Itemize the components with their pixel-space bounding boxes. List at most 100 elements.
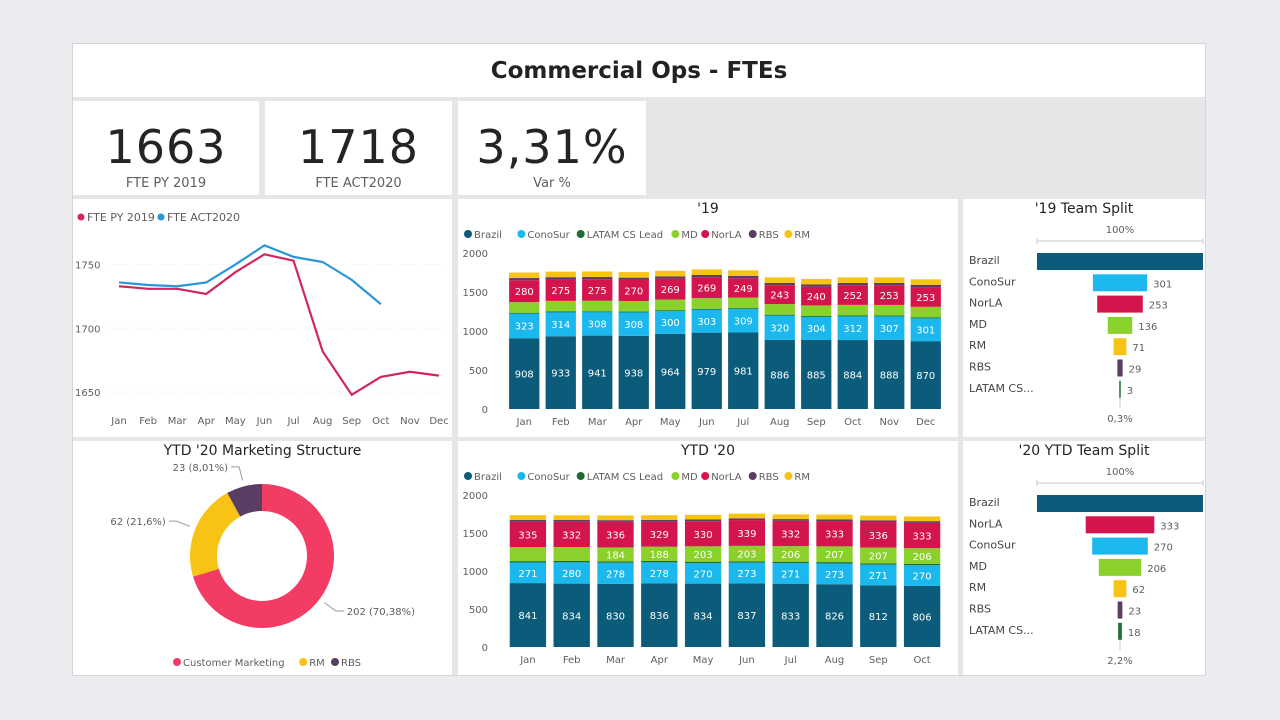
bar-segment[interactable] xyxy=(910,306,941,318)
bar-segment[interactable] xyxy=(641,562,678,584)
bar-segment[interactable] xyxy=(801,316,832,317)
bar-segment[interactable] xyxy=(684,561,722,564)
bar-segment[interactable] xyxy=(553,521,590,547)
bar-segment[interactable] xyxy=(728,278,759,298)
bar-segment[interactable] xyxy=(728,270,759,276)
kpi-card-py2019[interactable]: 1663 FTE PY 2019 xyxy=(73,101,259,195)
bar-chart-20-tile[interactable]: YTD '20 Brazil ConoSur LATAM CS Lead MD NorL… xyxy=(458,441,958,675)
bar-segment[interactable] xyxy=(582,300,613,312)
bar-segment[interactable] xyxy=(618,311,649,336)
bar-segment[interactable] xyxy=(772,563,809,584)
bar-segment[interactable] xyxy=(903,563,941,566)
bar-segment[interactable] xyxy=(801,284,832,287)
bar-segment[interactable] xyxy=(874,315,905,340)
bar-segment[interactable] xyxy=(545,300,576,312)
bar-segment[interactable] xyxy=(903,565,941,586)
bar-segment[interactable] xyxy=(553,562,590,584)
bar-segment[interactable] xyxy=(684,563,722,584)
bar-segment[interactable] xyxy=(772,514,809,520)
bar-segment[interactable] xyxy=(545,279,576,301)
team-split-19-chart[interactable]: 100% Brazil ConoSur 301 NorLA 253 MD 136 RM 71 RBS… xyxy=(963,199,1205,437)
bar-segment[interactable] xyxy=(772,546,809,562)
bar-segment[interactable] xyxy=(860,520,897,523)
bar-segment[interactable] xyxy=(582,335,613,409)
team-split-20-chart[interactable]: 100% Brazil NorLA 333 ConoSur 270 MD 206 RM 62 RBS… xyxy=(963,441,1205,675)
bar-segment[interactable] xyxy=(655,276,686,279)
bar-segment[interactable] xyxy=(684,514,722,520)
line-chart[interactable]: FTE PY 2019 FTE ACT2020 1650 1700 1750 Jan Feb… xyxy=(73,199,452,437)
line-chart-tile[interactable]: FTE PY 2019 FTE ACT2020 1650 1700 1750 Jan Feb… xyxy=(73,199,452,437)
bar-segment[interactable] xyxy=(764,282,795,286)
bar-segment[interactable] xyxy=(910,284,941,288)
bar-segment[interactable] xyxy=(597,562,634,584)
funnel-bar[interactable] xyxy=(1117,601,1123,619)
bar-segment[interactable] xyxy=(545,311,576,313)
bar-segment[interactable] xyxy=(684,546,722,562)
bar-segment[interactable] xyxy=(641,583,678,647)
bar-segment[interactable] xyxy=(772,561,809,564)
bar-segment[interactable] xyxy=(728,332,759,409)
bar-segment[interactable] xyxy=(801,316,832,340)
bar-segment[interactable] xyxy=(691,269,722,275)
bar-segment[interactable] xyxy=(509,562,547,584)
bar-segment[interactable] xyxy=(728,297,759,309)
team-split-19-tile[interactable]: '19 Team Split 100% Brazil ConoSur 301 NorLA… xyxy=(963,199,1205,437)
bar-segment[interactable] xyxy=(597,515,634,521)
bar-segment[interactable] xyxy=(860,515,897,521)
bar-segment[interactable] xyxy=(728,561,766,563)
bar-segment[interactable] xyxy=(764,314,795,316)
bar-segment[interactable] xyxy=(837,315,868,341)
bar-segment[interactable] xyxy=(641,560,678,563)
bar-segment[interactable] xyxy=(545,311,576,337)
bar-segment[interactable] xyxy=(597,583,634,647)
funnel-bar[interactable] xyxy=(1118,622,1122,640)
series-line-py2019[interactable] xyxy=(118,253,440,397)
bar-segment[interactable] xyxy=(641,515,678,520)
bar-segment[interactable] xyxy=(837,315,868,317)
bar-segment[interactable] xyxy=(764,314,795,340)
bar-segment[interactable] xyxy=(582,277,613,280)
bar-segment[interactable] xyxy=(860,522,897,548)
bar-segment[interactable] xyxy=(837,282,868,286)
bar-chart-19[interactable]: Brazil ConoSur LATAM CS Lead MD NorLA RBS RM 0 5… xyxy=(458,199,958,437)
bar-segment[interactable] xyxy=(509,302,540,313)
bar-segment[interactable] xyxy=(509,561,547,563)
bar-segment[interactable] xyxy=(874,315,905,317)
bar-segment[interactable] xyxy=(837,277,868,283)
funnel-bar[interactable] xyxy=(1113,580,1127,598)
funnel-bar[interactable] xyxy=(1097,295,1143,313)
bar-segment[interactable] xyxy=(772,520,809,547)
bar-segment[interactable] xyxy=(655,310,686,334)
bar-segment[interactable] xyxy=(801,339,832,409)
kpi-card-act2020[interactable]: 1718 FTE ACT2020 xyxy=(265,101,452,195)
bar-segment[interactable] xyxy=(874,277,905,283)
bar-segment[interactable] xyxy=(684,521,722,547)
bar-segment[interactable] xyxy=(553,520,590,522)
bar-segment[interactable] xyxy=(764,285,795,305)
bar-segment[interactable] xyxy=(597,547,634,562)
donut-chart[interactable]: 202 (70,38%) 62 (21,6%) 23 (8,01%) Customer… xyxy=(73,441,452,675)
bar-segment[interactable] xyxy=(641,519,678,522)
bar-segment[interactable] xyxy=(553,560,590,563)
bar-segment[interactable] xyxy=(618,311,649,313)
bar-segment[interactable] xyxy=(874,304,905,316)
bar-segment[interactable] xyxy=(764,304,795,315)
bar-segment[interactable] xyxy=(691,308,722,310)
bar-segment[interactable] xyxy=(582,311,613,313)
bar-segment[interactable] xyxy=(553,515,590,521)
donut-slice[interactable] xyxy=(190,492,241,577)
bar-segment[interactable] xyxy=(597,520,634,522)
bar-segment[interactable] xyxy=(655,270,686,277)
funnel-bar[interactable] xyxy=(1113,338,1127,356)
bar-segment[interactable] xyxy=(816,562,853,564)
bar-segment[interactable] xyxy=(684,519,722,522)
bar-segment[interactable] xyxy=(553,546,590,561)
bar-segment[interactable] xyxy=(691,277,722,299)
donut-chart-tile[interactable]: YTD '20 Marketing Structure 202 (70,38%)… xyxy=(73,441,452,675)
funnel-bar[interactable] xyxy=(1092,537,1148,555)
bar-segment[interactable] xyxy=(874,339,905,409)
bar-segment[interactable] xyxy=(728,583,766,647)
bar-segment[interactable] xyxy=(910,279,941,285)
bar-segment[interactable] xyxy=(509,278,540,281)
bar-segment[interactable] xyxy=(618,277,649,280)
